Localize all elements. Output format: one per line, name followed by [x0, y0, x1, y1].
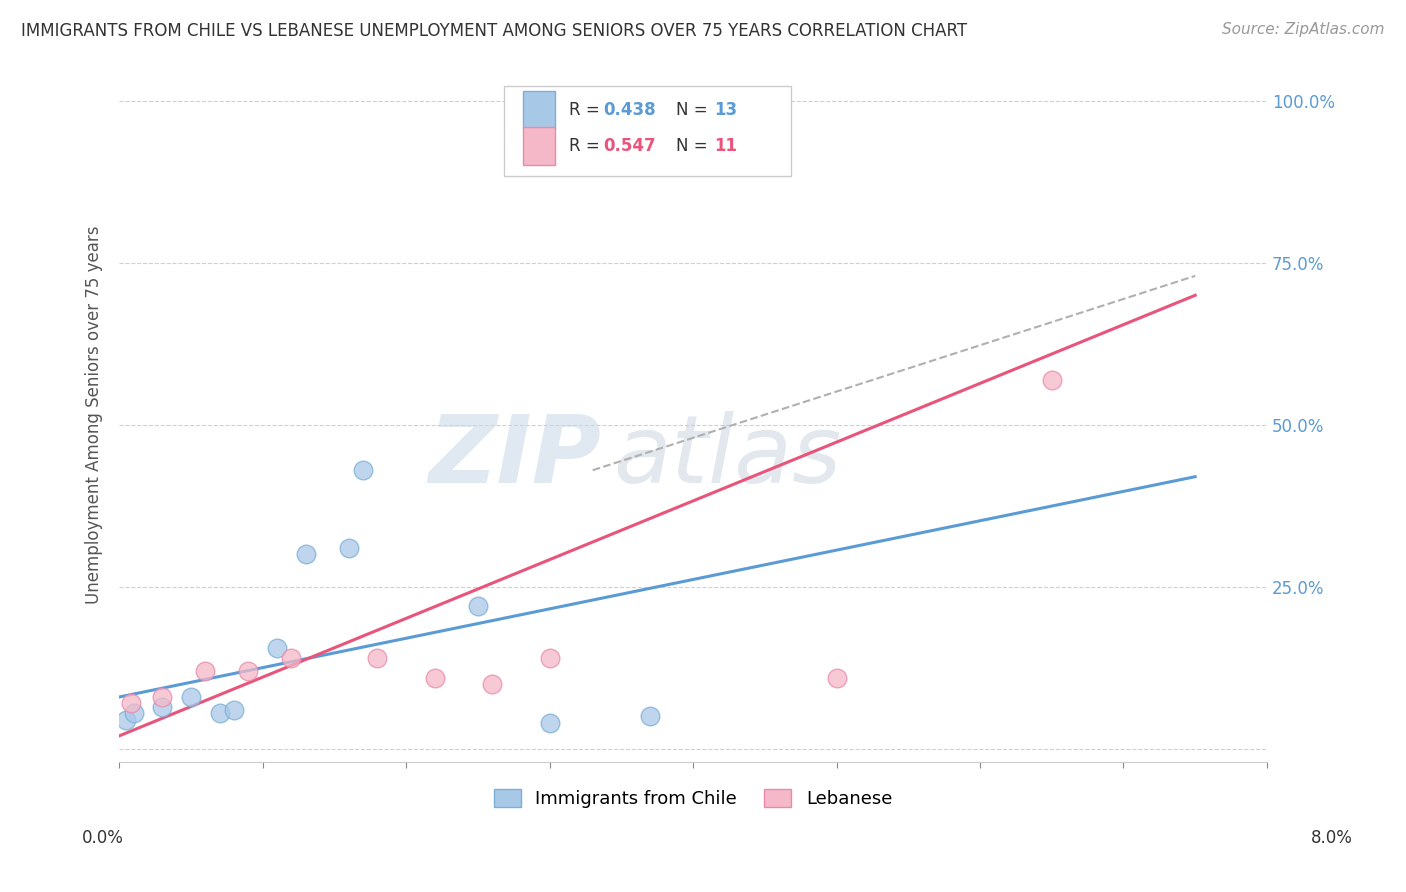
Text: N =: N =	[676, 101, 713, 120]
Point	[238, 664, 260, 678]
Point	[294, 548, 316, 562]
Text: 0.438: 0.438	[603, 101, 657, 120]
Point	[115, 713, 138, 727]
Text: ZIP: ZIP	[429, 410, 602, 503]
Point	[825, 671, 848, 685]
Text: atlas: atlas	[613, 411, 841, 502]
Legend: Immigrants from Chile, Lebanese: Immigrants from Chile, Lebanese	[486, 781, 900, 815]
Point	[222, 703, 245, 717]
Point	[150, 699, 173, 714]
Point	[423, 671, 446, 685]
Point	[280, 651, 302, 665]
Point	[538, 715, 561, 730]
Text: R =: R =	[569, 101, 605, 120]
Point	[180, 690, 202, 704]
FancyBboxPatch shape	[523, 91, 555, 129]
Point	[150, 690, 173, 704]
Point	[266, 641, 288, 656]
Point	[122, 706, 145, 721]
Point	[194, 664, 217, 678]
Text: 11: 11	[714, 137, 737, 155]
Text: 8.0%: 8.0%	[1310, 829, 1353, 847]
Point	[638, 709, 661, 723]
Point	[538, 651, 561, 665]
FancyBboxPatch shape	[503, 86, 790, 176]
Text: 0.547: 0.547	[603, 137, 657, 155]
Point	[120, 697, 142, 711]
Point	[481, 677, 503, 691]
Point	[1040, 372, 1063, 386]
Text: 0.0%: 0.0%	[82, 829, 124, 847]
FancyBboxPatch shape	[523, 127, 555, 165]
Point	[352, 463, 374, 477]
Text: N =: N =	[676, 137, 713, 155]
Point	[337, 541, 360, 555]
Point	[366, 651, 388, 665]
Text: IMMIGRANTS FROM CHILE VS LEBANESE UNEMPLOYMENT AMONG SENIORS OVER 75 YEARS CORRE: IMMIGRANTS FROM CHILE VS LEBANESE UNEMPL…	[21, 22, 967, 40]
Text: 13: 13	[714, 101, 737, 120]
Point	[467, 599, 489, 614]
Y-axis label: Unemployment Among Seniors over 75 years: Unemployment Among Seniors over 75 years	[86, 226, 103, 605]
Text: R =: R =	[569, 137, 605, 155]
Text: Source: ZipAtlas.com: Source: ZipAtlas.com	[1222, 22, 1385, 37]
Point	[208, 706, 231, 721]
